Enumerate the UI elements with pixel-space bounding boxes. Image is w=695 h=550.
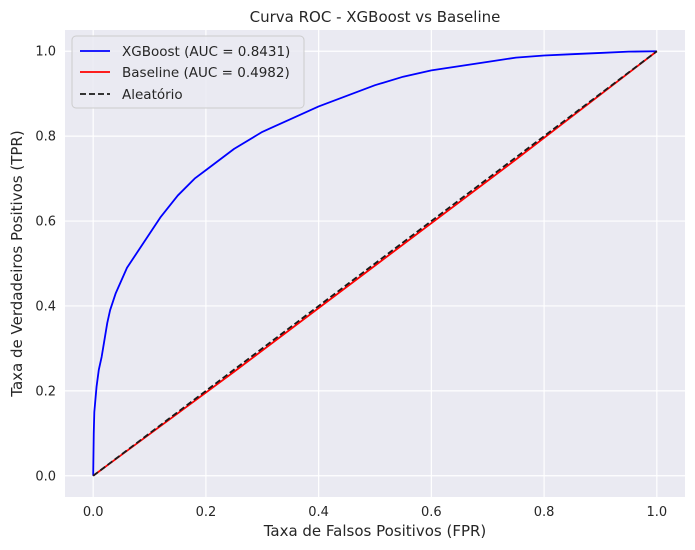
legend: XGBoost (AUC = 0.8431) Baseline (AUC = 0…: [71, 35, 305, 109]
legend-label-xgboost: XGBoost (AUC = 0.8431): [122, 44, 290, 60]
y-tick-label-1: 0.2: [35, 384, 56, 399]
legend-box: [71, 35, 305, 109]
x-tick-label-0: 0.0: [83, 505, 104, 520]
series-baseline: [92, 50, 658, 477]
y-tick-label-5: 1.0: [35, 45, 56, 60]
grid: [65, 30, 685, 497]
y-tick-label-0: 0.0: [35, 469, 56, 484]
x-axis-label: Taxa de Falsos Positivos (FPR): [263, 522, 487, 540]
series-random: [92, 50, 658, 477]
y-tick-label-2: 0.4: [35, 299, 56, 314]
x-tick-label-2: 0.4: [308, 505, 329, 520]
y-tick-labels: 0.0 0.2 0.4 0.6 0.8 1.0: [35, 45, 56, 485]
legend-label-baseline: Baseline (AUC = 0.4982): [122, 65, 290, 81]
y-tick-label-4: 0.8: [35, 130, 56, 145]
y-axis-label: Taxa de Verdadeiros Positivos (TPR): [8, 130, 26, 397]
x-tick-label-4: 0.8: [534, 505, 555, 520]
x-tick-label-5: 1.0: [646, 505, 667, 520]
series-xgboost: [92, 50, 657, 476]
x-tick-label-1: 0.2: [196, 505, 217, 520]
y-tick-label-3: 0.6: [35, 215, 56, 230]
x-tick-label-3: 0.6: [421, 505, 442, 520]
x-tick-labels: 0.0 0.2 0.4 0.6 0.8 1.0: [83, 505, 667, 520]
series-layer: [92, 50, 658, 477]
chart-title: Curva ROC - XGBoost vs Baseline: [250, 8, 501, 26]
legend-label-random: Aleatório: [122, 87, 183, 103]
